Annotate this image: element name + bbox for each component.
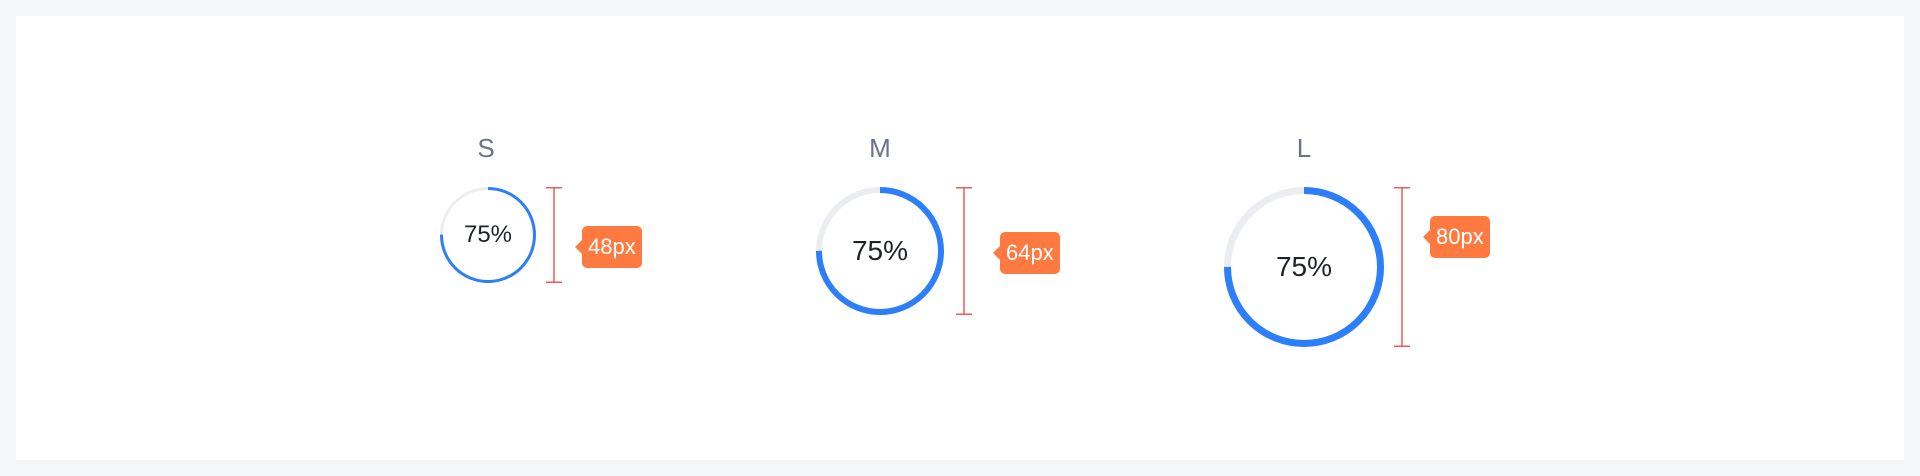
progress-ring-m-svg [816,187,944,315]
size-label-m: M [869,133,891,163]
ring-progress-arc [816,187,944,315]
ring-value-l: 75% [1275,251,1333,282]
progress-ring-m: 75% [816,187,944,315]
progress-ring-l-svg [1224,187,1384,347]
dimension-tag-l: 80px [1423,216,1490,258]
dimension-line-s-svg [546,187,562,283]
spec-panel: S 75% 48px M 75% [16,16,1904,460]
progress-ring-s-svg [440,187,536,283]
dimension-line-m-svg [956,187,972,315]
progress-ring-l: 75% [1224,187,1384,347]
dimension-tag-m: 64px [993,232,1060,274]
dimension-tag-s: 48px [575,226,642,268]
ring-progress-arc [1224,187,1384,347]
ring-value-s: 75% [463,221,513,248]
size-label-s: S [477,133,495,163]
ring-value-m: 75% [851,235,909,266]
progress-ring-s: 75% [440,187,536,283]
size-label-l: L [1296,133,1312,163]
ring-progress-arc [440,187,536,283]
dimension-line-l-svg [1394,187,1410,347]
